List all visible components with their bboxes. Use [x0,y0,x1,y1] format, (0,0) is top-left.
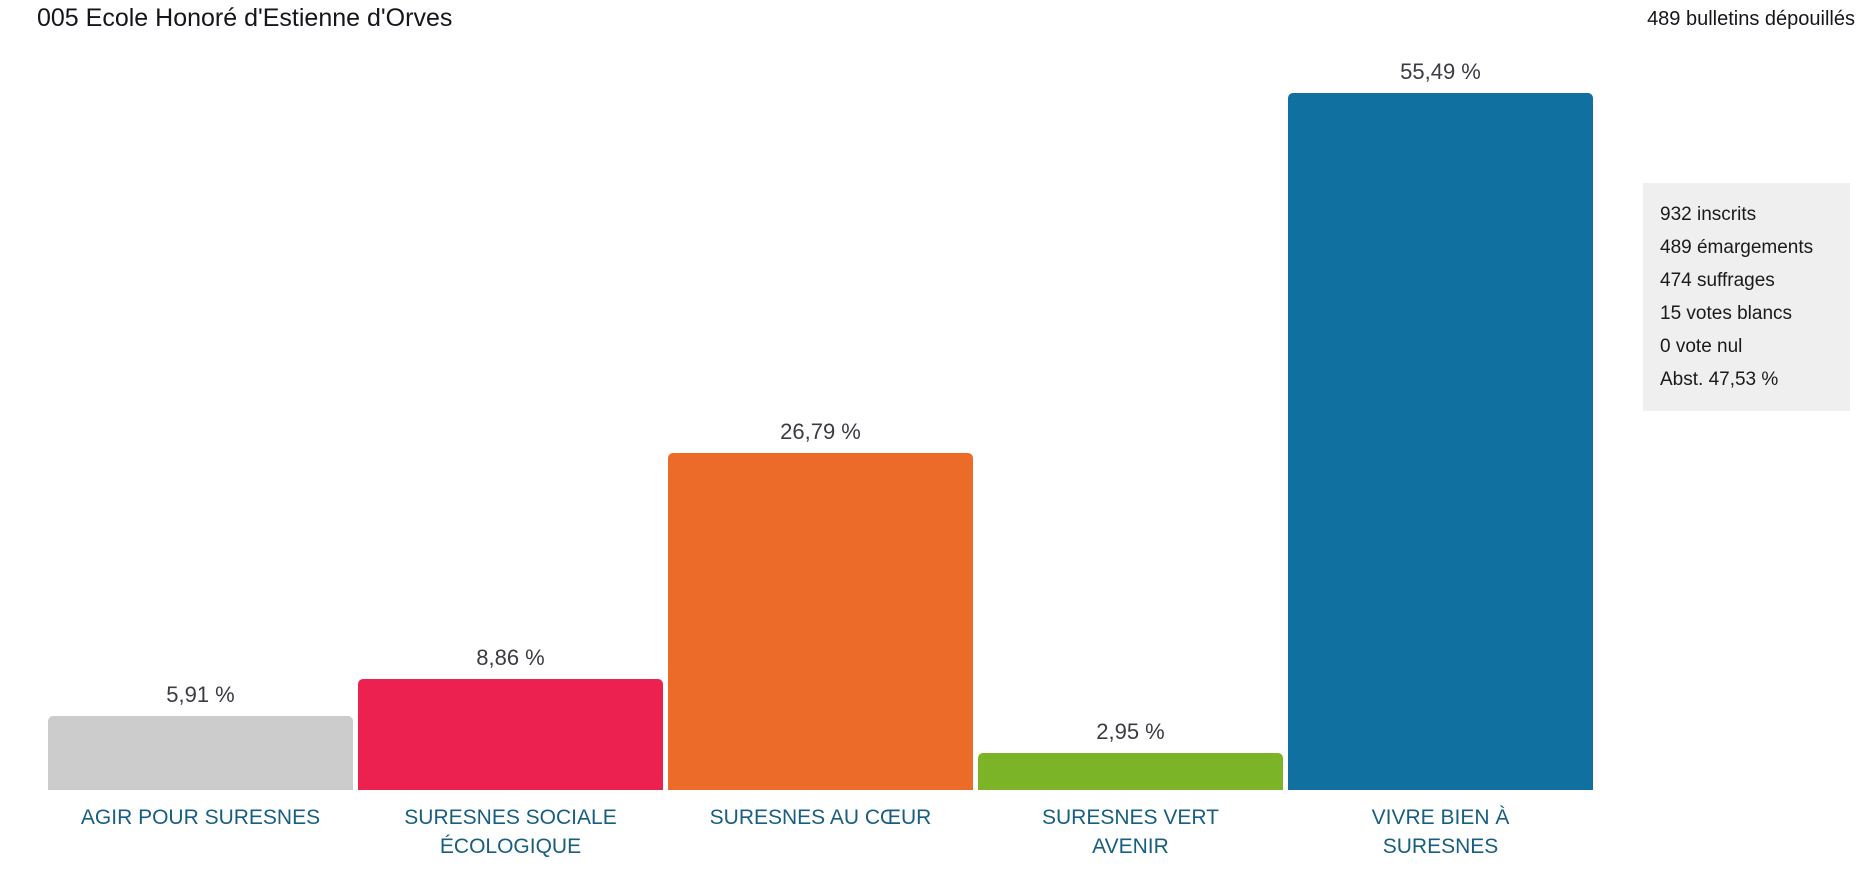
bar-category-label: VIVRE BIEN À SURESNES [1371,806,1510,858]
ballots-counted-label: 489 bulletins dépouillés [1647,8,1855,30]
stats-line: 15 votes blancs [1660,303,1793,324]
bar [358,679,663,790]
bar-category-label: AGIR POUR SURESNES [80,806,321,829]
stats-panel: 932 inscrits 489 émargements 474 suffrages… [1643,183,1850,411]
bar-value-label: 5,91 % [166,682,235,707]
bar-category-label: SURESNES VERT AVENIR [1042,806,1219,858]
bar [978,753,1283,790]
bar-group: 5,91 % AGIR POUR SURESNES [48,682,353,829]
bar-group: 2,95 % SURESNES VERT AVENIR [978,719,1283,858]
bar-category-label: SURESNES AU CŒUR [709,806,932,829]
stats-line: 932 inscrits [1660,204,1757,225]
bar-category-label: SURESNES SOCIALE ÉCOLOGIQUE [404,806,617,858]
bar-value-label: 8,86 % [476,645,545,670]
stats-line: 0 vote nul [1660,336,1743,357]
bar [668,453,973,790]
bar-group: 55,49 % VIVRE BIEN À SURESNES [1288,59,1593,858]
bar [48,716,353,790]
stats-line: Abst. 47,53 % [1660,369,1779,390]
page-title: 005 Ecole Honoré d'Estienne d'Orves [37,4,453,32]
bar-value-label: 2,95 % [1096,719,1165,744]
bar-value-label: 55,49 % [1400,59,1481,84]
bar-group: 8,86 % SURESNES SOCIALE ÉCOLOGIQUE [358,645,663,858]
bar [1288,93,1593,790]
stats-line: 474 suffrages [1660,270,1775,291]
bar-value-label: 26,79 % [780,419,861,444]
stats-line: 489 émargements [1660,237,1814,258]
bar-group: 26,79 % SURESNES AU CŒUR [668,419,973,829]
